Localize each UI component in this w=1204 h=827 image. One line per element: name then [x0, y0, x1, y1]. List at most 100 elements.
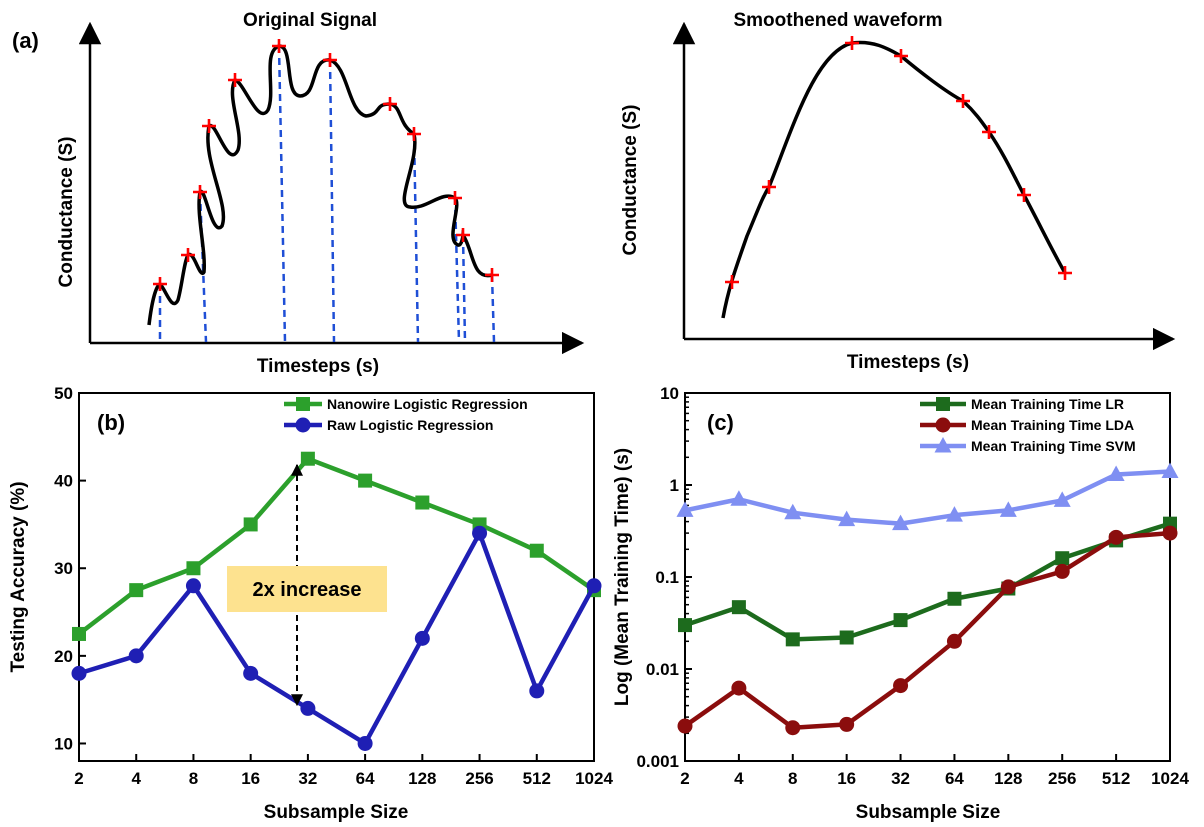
- panel-c-legend-label: Mean Training Time LR: [971, 396, 1124, 412]
- panel-c-data-point: [999, 501, 1017, 517]
- panel-c-y-label: Log (Mean Training Time) (s): [612, 448, 633, 706]
- panel-b-x-tick-label: 1024: [575, 769, 613, 788]
- original-signal-x-label: Timesteps (s): [257, 356, 379, 377]
- panel-b-x-label: Subsample Size: [264, 802, 409, 823]
- panel-b-chart: (b) Subsample Size Testing Accuracy (%) …: [8, 384, 613, 823]
- panel-b-legend-label: Raw Logistic Regression: [327, 417, 493, 433]
- panel-b-series-line: [77, 456, 596, 636]
- increase-text: 2x increase: [253, 579, 362, 601]
- panel-b-x-tick-label: 16: [241, 769, 260, 788]
- panel-c-x-tick-label: 16: [837, 769, 856, 788]
- panel-b-y-tick-label: 10: [54, 734, 73, 753]
- panel-c-x-tick-label: 1024: [1151, 769, 1189, 788]
- panel-c-data-point: [838, 510, 856, 527]
- panel-b-y-tick-label: 40: [54, 472, 73, 491]
- panel-c-data-point: [678, 618, 692, 633]
- panel-c-x-tick-label: 256: [1048, 769, 1076, 788]
- panel-c-data-point: [839, 716, 855, 732]
- panel-b-data-point: [185, 578, 201, 594]
- panel-c-chart: (c) Subsample Size Log (Mean Training Ti…: [612, 384, 1189, 823]
- panel-c-x-tick-label: 4: [734, 769, 744, 788]
- panel-c-data-point: [785, 632, 800, 647]
- panel-c-data-point: [945, 506, 963, 522]
- panel-c-x-tick-label: 8: [788, 769, 797, 788]
- panel-c-legend-marker: [936, 397, 950, 411]
- smoothened-curve: [721, 40, 1067, 319]
- panel-c-data-point: [1107, 465, 1125, 482]
- panel-b-x-tick-label: 32: [298, 769, 317, 788]
- panel-c-label: (c): [707, 410, 734, 435]
- panel-b-data-point: [586, 578, 602, 594]
- panel-a-right: Smoothened waveform Timesteps (s) Conduc…: [620, 10, 1176, 373]
- panel-b-y-label: Testing Accuracy (%): [8, 481, 29, 672]
- panel-c-data-point: [1108, 529, 1124, 545]
- panel-c-legend-marker: [934, 437, 952, 453]
- smoothened-title: Smoothened waveform: [733, 10, 942, 31]
- panel-c-x-tick-label: 128: [994, 769, 1022, 788]
- panel-b-x-tick-label: 4: [131, 769, 141, 788]
- panel-b-x-tick-label: 64: [356, 769, 375, 788]
- panel-c-data-point: [893, 678, 909, 694]
- panel-b-data-point: [243, 665, 259, 681]
- panel-b-label: (b): [97, 410, 125, 435]
- panel-c-series-line: [683, 530, 1171, 730]
- panel-b-x-tick-label: 8: [189, 769, 198, 788]
- panel-c-data-point: [730, 490, 748, 506]
- panel-b-data-point: [71, 665, 87, 681]
- panel-b-data-point: [357, 735, 373, 751]
- panel-b-data-point: [72, 626, 86, 641]
- panel-c-y-tick-label: 0.1: [655, 568, 679, 587]
- panel-c-data-point: [1053, 491, 1071, 507]
- panel-c-data-point: [676, 501, 694, 517]
- panel-b-data-point: [529, 683, 545, 699]
- panel-c-x-tick-label: 512: [1102, 769, 1130, 788]
- smoothened-markers: [725, 36, 1072, 289]
- panel-b-legend-marker: [296, 397, 310, 411]
- panel-c-legend: Mean Training Time LR Mean Training Time …: [920, 396, 1136, 454]
- panel-b-data-point: [129, 583, 144, 598]
- panel-a-label: (a): [12, 28, 39, 53]
- panel-c-data-point: [731, 680, 747, 696]
- panel-c-series-line: [684, 469, 1171, 526]
- panel-b-legend-marker: [295, 417, 311, 433]
- panel-b-x-tick-label: 2: [74, 769, 83, 788]
- panel-c-data-point: [892, 514, 910, 531]
- panel-c-data-point: [839, 630, 854, 645]
- panel-c-data-point: [677, 718, 693, 734]
- panel-b-legend-label: Nanowire Logistic Regression: [327, 396, 528, 412]
- panel-b-data-point: [358, 473, 373, 488]
- panel-b-x-tick-label: 512: [523, 769, 551, 788]
- panel-c-x-tick-label: 64: [945, 769, 964, 788]
- panel-c-data-point: [1162, 525, 1178, 541]
- panel-c-y-tick-label: 0.01: [646, 660, 679, 679]
- panel-c-data-point: [1054, 563, 1070, 579]
- smoothened-y-label: Conductance (S): [620, 105, 641, 256]
- panel-c-y-tick-label: 10: [660, 384, 679, 403]
- panel-c-data-point: [785, 720, 801, 736]
- original-signal-y-label: Conductance (S): [56, 137, 77, 288]
- panel-c-data-point: [947, 591, 962, 606]
- panel-c-legend-marker: [935, 417, 951, 433]
- panel-b-data-point: [300, 451, 315, 466]
- panel-b-data-point: [472, 525, 488, 541]
- panel-b-series-line: [78, 530, 596, 746]
- panel-b-y-tick-label: 30: [54, 559, 73, 578]
- panel-b-y-tick-label: 20: [54, 647, 73, 666]
- panel-a-left: (a) Original Signal Timesteps (s) Conduc…: [12, 10, 585, 377]
- panel-c-series-line: [684, 521, 1171, 642]
- smoothened-x-label: Timesteps (s): [847, 352, 969, 373]
- panel-c-data-point: [1055, 551, 1070, 566]
- increase-box: [227, 566, 387, 612]
- panel-c-data-point: [784, 503, 802, 520]
- panel-c-data-point: [1161, 462, 1179, 479]
- panel-b-x-tick-label: 128: [408, 769, 436, 788]
- panel-b-frame: [78, 392, 595, 762]
- panel-c-legend-label: Mean Training Time SVM: [971, 438, 1136, 454]
- panel-b-data-point: [415, 495, 430, 510]
- panel-c-x-tick-label: 2: [680, 769, 689, 788]
- panel-b-data-point: [128, 648, 144, 664]
- original-signal-markers: [153, 39, 499, 291]
- panel-c-data-point: [731, 600, 746, 615]
- panel-b-legend: Nanowire Logistic Regression Raw Logistic…: [284, 396, 528, 433]
